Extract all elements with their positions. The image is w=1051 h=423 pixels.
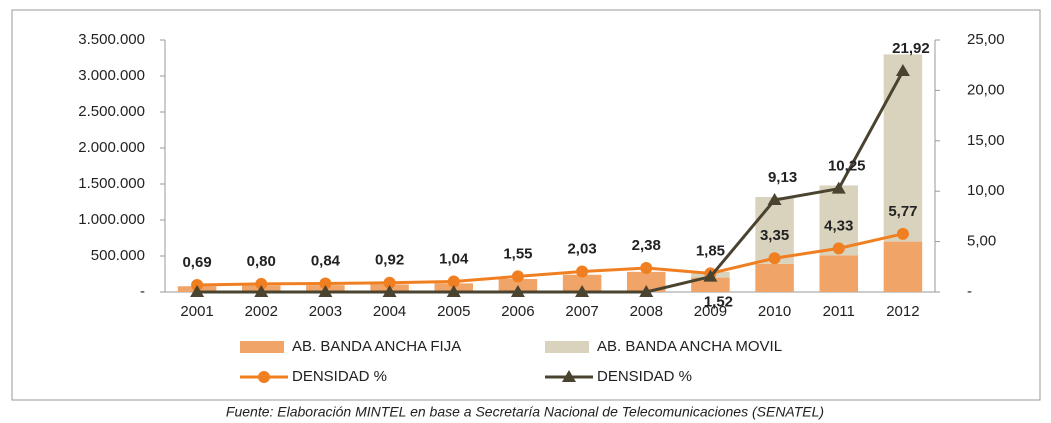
x-tick-label: 2010 — [758, 303, 791, 320]
line-marker — [575, 285, 590, 297]
chart-frame — [11, 9, 1041, 401]
data-label: 5,77 — [888, 203, 917, 220]
line-marker — [896, 227, 909, 240]
y2-tick-label: 5,00 — [967, 233, 996, 250]
source-note: Fuente: Elaboración MINTEL en base a Sec… — [226, 404, 824, 420]
line-marker — [639, 285, 654, 297]
data-label: 0,84 — [311, 253, 341, 270]
x-tick-label: 2011 — [823, 303, 855, 320]
y-tick-label: 3.000.000 — [78, 67, 145, 84]
legend-label: DENSIDAD % — [597, 368, 692, 385]
bar — [627, 271, 666, 292]
line-marker — [895, 64, 910, 77]
line-marker — [511, 270, 524, 283]
data-label: 2,03 — [567, 241, 596, 258]
data-label: 0,92 — [375, 252, 404, 269]
data-label: 3,35 — [760, 227, 789, 244]
line-marker — [255, 277, 268, 290]
x-tick-label: 2006 — [501, 303, 534, 320]
x-tick-label: 2003 — [309, 303, 342, 320]
x-tick-label: 2007 — [565, 303, 598, 320]
y2-tick-label: - — [967, 283, 972, 300]
legend-label: AB. BANDA ANCHA MOVIL — [597, 338, 782, 355]
line — [197, 70, 905, 294]
data-label: 0,69 — [182, 254, 211, 271]
x-tick-label: 2012 — [886, 303, 919, 320]
line-marker — [318, 285, 333, 297]
data-label: 9,13 — [768, 169, 797, 186]
line-marker — [383, 276, 396, 289]
line-marker — [258, 371, 270, 383]
line-marker — [562, 370, 576, 382]
legend-swatch — [545, 341, 589, 353]
x-tick-label: 2008 — [630, 303, 663, 320]
line-marker — [510, 285, 525, 297]
bar — [883, 241, 923, 292]
line-marker — [254, 285, 269, 297]
line-marker — [447, 275, 460, 288]
data-label: 1,55 — [503, 245, 532, 262]
data-label: 2,38 — [632, 237, 661, 254]
bar — [755, 263, 794, 292]
y-tick-label: 1.000.000 — [78, 211, 145, 228]
data-label: 10,25 — [828, 158, 866, 175]
y2-tick-label: 10,00 — [967, 182, 1005, 199]
x-tick-label: 2005 — [437, 303, 470, 320]
line-marker — [382, 285, 397, 297]
data-label: 1,85 — [696, 242, 725, 259]
y2-tick-label: 15,00 — [967, 132, 1005, 149]
data-label: 21,92 — [892, 40, 930, 57]
y-tick-label: - — [140, 283, 145, 300]
y2-tick-label: 25,00 — [967, 31, 1005, 48]
line-marker — [703, 269, 718, 282]
line-marker — [768, 252, 781, 265]
line-marker — [832, 242, 845, 255]
y2-tick-label: 20,00 — [967, 81, 1005, 98]
x-tick-label: 2001 — [180, 303, 213, 320]
line-marker — [576, 265, 589, 278]
line-marker — [446, 285, 461, 297]
y-tick-label: 1.500.000 — [78, 175, 145, 192]
data-label: 0,80 — [247, 253, 276, 270]
bar — [883, 54, 923, 242]
y-tick-label: 2.000.000 — [78, 139, 145, 156]
x-tick-label: 2004 — [373, 303, 406, 320]
bar — [691, 277, 730, 292]
y-tick-label: 500.000 — [91, 247, 145, 264]
data-label: 4,33 — [824, 217, 853, 234]
line-marker — [640, 262, 653, 275]
legend-swatch — [240, 341, 284, 353]
line-marker — [767, 192, 782, 205]
y-tick-label: 3.500.000 — [78, 31, 145, 48]
legend-label: AB. BANDA ANCHA FIJA — [292, 338, 461, 355]
x-tick-label: 2002 — [245, 303, 278, 320]
bar — [819, 255, 858, 292]
data-label: 1,04 — [439, 250, 469, 267]
line-marker — [319, 277, 332, 290]
data-label: 1,52 — [704, 294, 733, 311]
line — [197, 232, 904, 287]
legend-label: DENSIDAD % — [292, 368, 387, 385]
y-tick-label: 2.500.000 — [78, 103, 145, 120]
x-tick-label: 2009 — [694, 303, 727, 320]
line-marker — [190, 285, 205, 297]
bar — [562, 274, 602, 292]
line-marker — [831, 181, 846, 194]
